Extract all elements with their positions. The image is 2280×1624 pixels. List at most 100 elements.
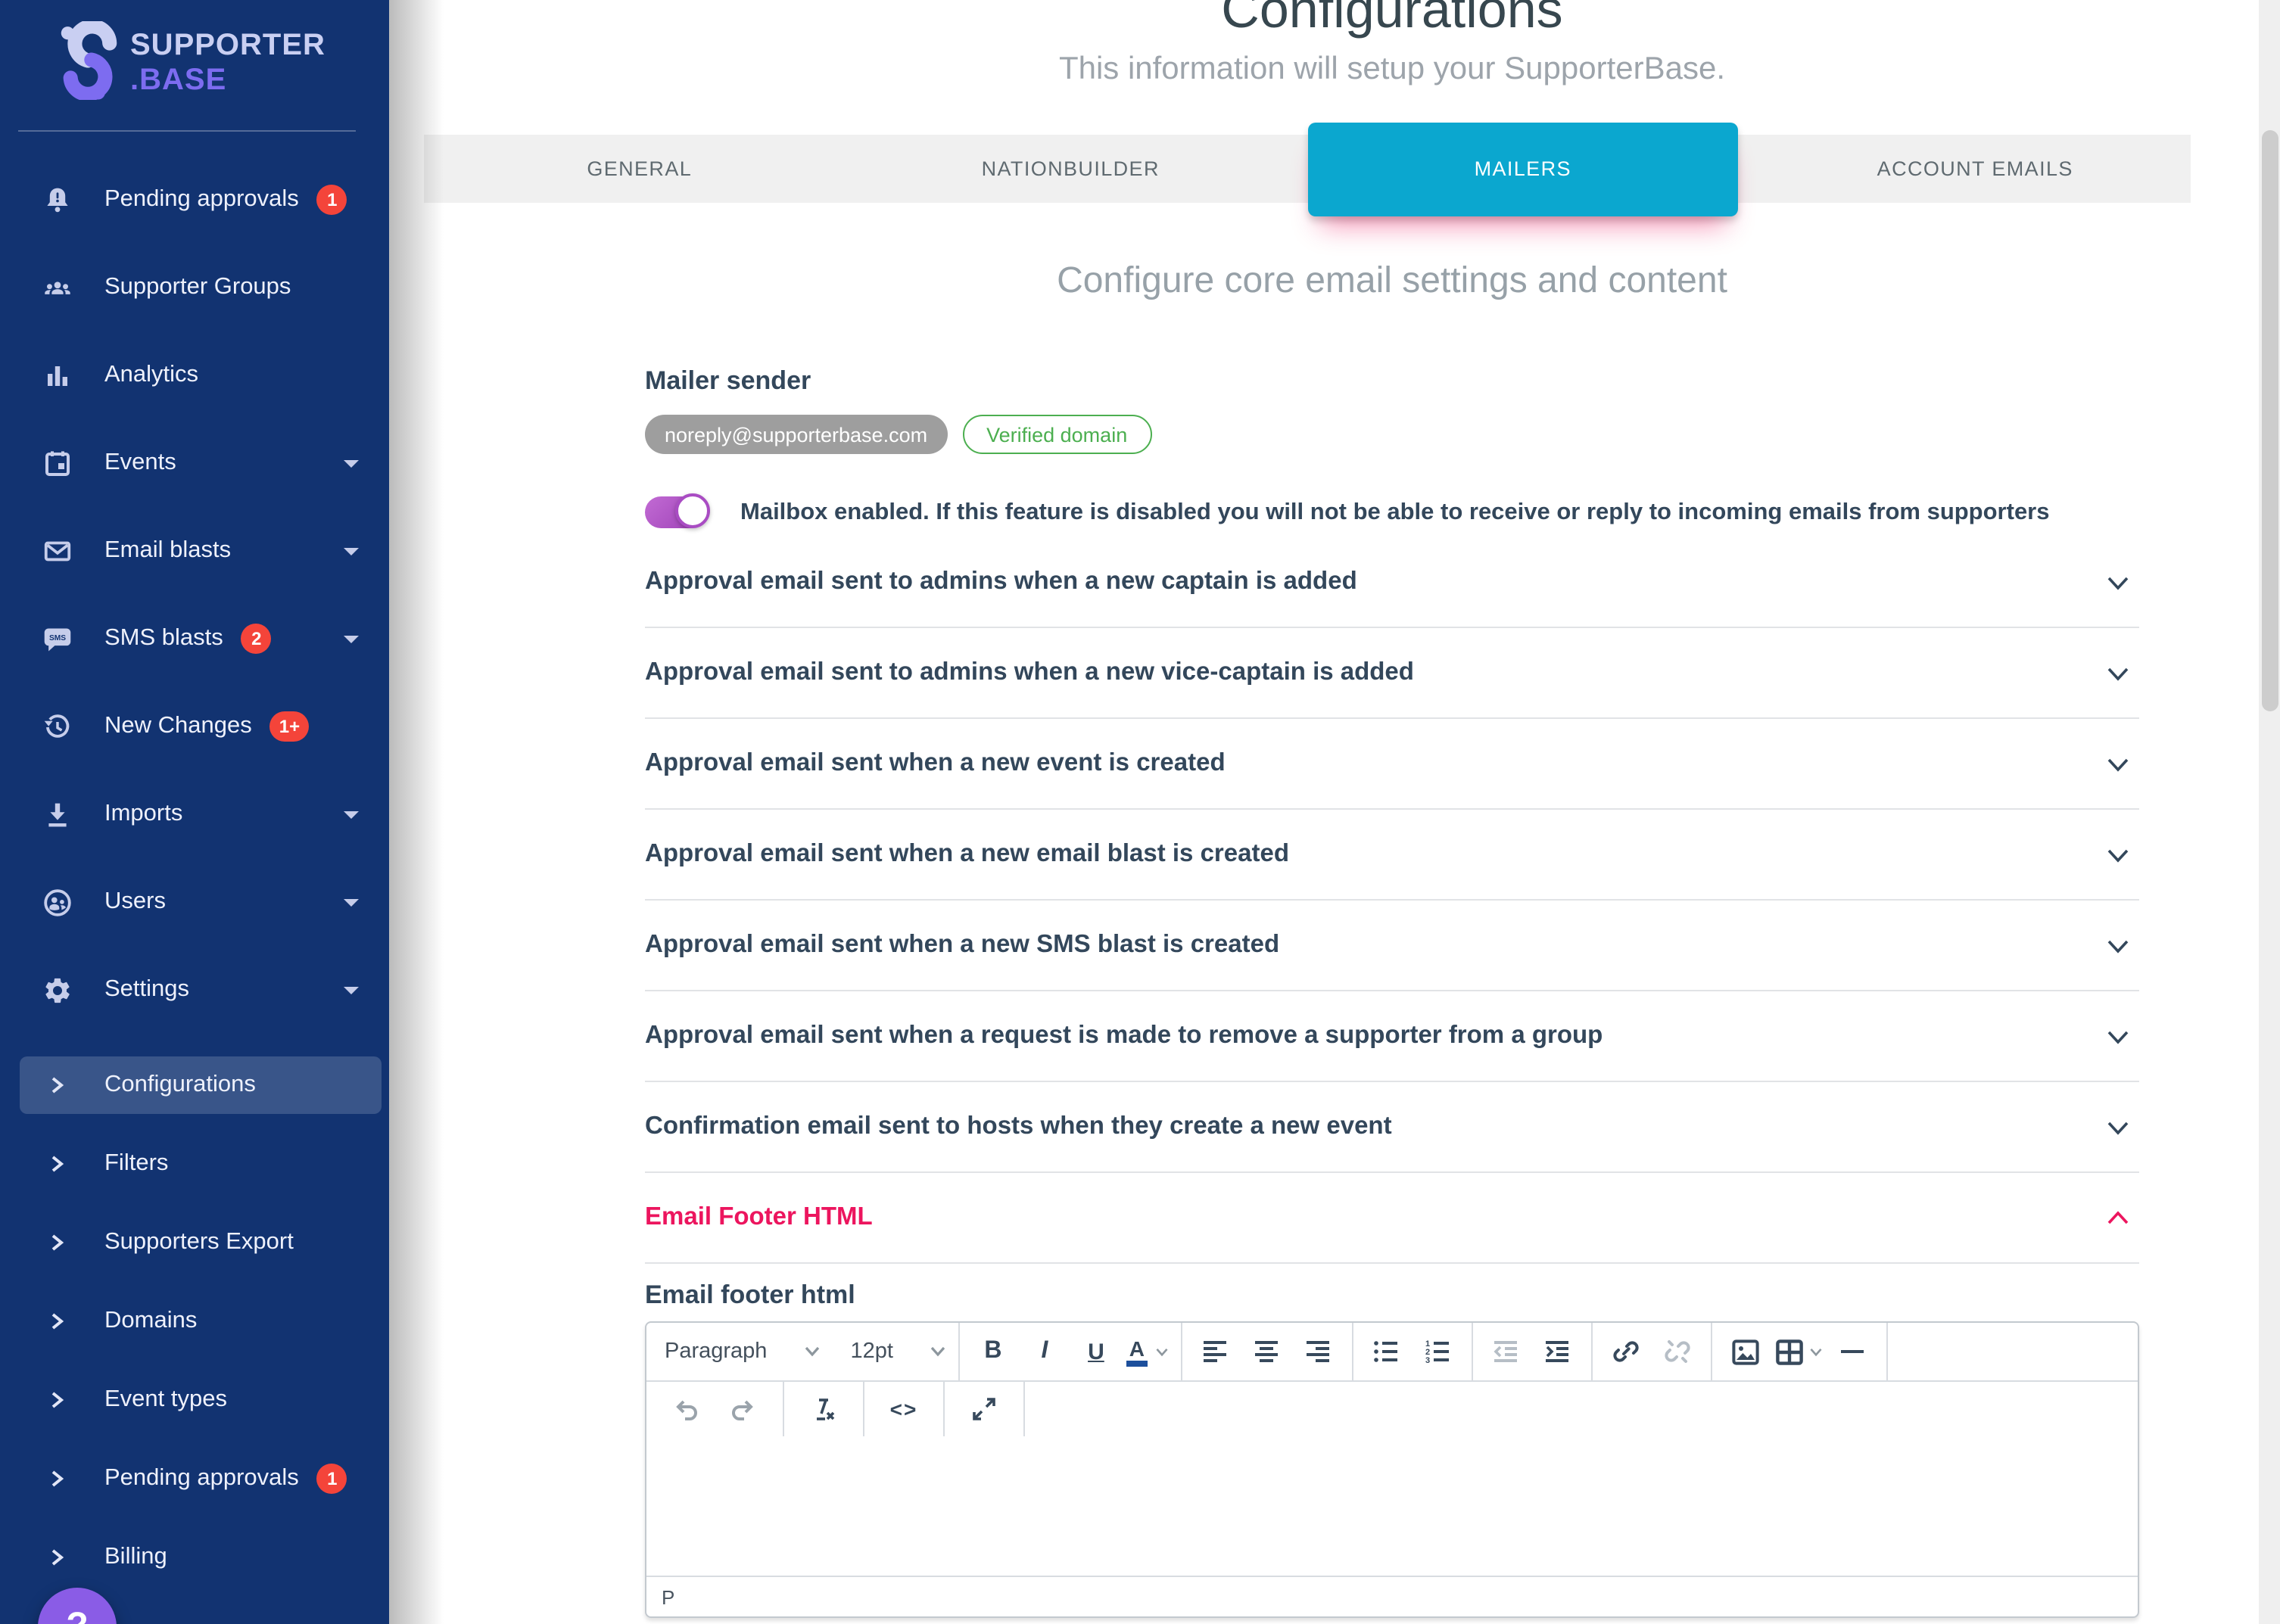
sms-bubble-icon: SMS [42, 624, 73, 654]
chevron-down-icon [2107, 848, 2129, 862]
sidebar-item-events[interactable]: Events [0, 419, 389, 507]
underline-button[interactable]: U [1088, 1339, 1104, 1364]
sidebar-subitem-label: Pending approvals [104, 1465, 299, 1491]
sidebar-subitem-label: Event types [104, 1386, 227, 1412]
tab-account-emails[interactable]: ACCOUNT EMAILS [1877, 157, 2073, 180]
sidebar-item-filters[interactable]: Filters [0, 1125, 389, 1203]
editor-toolbar-row2: <> [646, 1380, 2138, 1436]
chevron-down-icon [2107, 667, 2129, 680]
sidebar-item-analytics[interactable]: Analytics [0, 331, 389, 419]
editor-content-area[interactable] [646, 1436, 2138, 1576]
align-center-button[interactable] [1246, 1329, 1288, 1374]
fullscreen-button[interactable] [963, 1386, 1005, 1432]
sidebar-item-domains[interactable]: Domains [0, 1282, 389, 1361]
sidebar-item-label: Events [104, 450, 176, 475]
text-color-button[interactable]: A [1126, 1329, 1169, 1374]
bar-chart-icon [42, 360, 73, 390]
align-right-button[interactable] [1297, 1329, 1340, 1374]
main-content: Configurations This information will set… [389, 0, 2259, 1624]
tab-mailers[interactable]: MAILERS [1307, 122, 1739, 216]
tab-general[interactable]: GENERAL [587, 157, 693, 180]
sidebar-item-supporter-groups[interactable]: Supporter Groups [0, 244, 389, 331]
source-code-button[interactable]: <> [889, 1397, 918, 1421]
chevron-down-icon [2107, 939, 2129, 953]
chevron-down-icon [805, 1346, 819, 1357]
undo-button[interactable] [665, 1386, 707, 1432]
sidebar-item-pending-approvals-sub[interactable]: Pending approvals 1 [0, 1439, 389, 1518]
download-icon [42, 799, 73, 829]
sidebar-item-new-changes[interactable]: New Changes 1+ [0, 683, 389, 770]
sms-blasts-badge: 2 [241, 624, 272, 654]
italic-button[interactable]: I [1041, 1338, 1048, 1364]
chevron-down-icon [2107, 1030, 2129, 1044]
supporterbase-logo[interactable]: SUPPORTER .BASE [0, 0, 389, 109]
scrollbar-thumb[interactable] [2261, 130, 2278, 711]
chevron-down-icon [1156, 1348, 1168, 1356]
indent-button[interactable] [1537, 1329, 1579, 1374]
accordion-email-footer-html[interactable]: Email Footer HTML [645, 1173, 2139, 1264]
sidebar-item-imports[interactable]: Imports [0, 770, 389, 858]
accordion-new-sms-blast[interactable]: Approval email sent when a new SMS blast… [645, 901, 2139, 991]
sidebar: SUPPORTER .BASE Pending approvals 1 Supp… [0, 0, 389, 1624]
redo-button[interactable] [722, 1386, 765, 1432]
editor-toolbar-row1: Paragraph 12pt B I U A [646, 1323, 2138, 1380]
chevron-right-icon [51, 1313, 64, 1330]
insert-table-button[interactable] [1776, 1329, 1823, 1374]
pending-approvals-badge: 1 [316, 185, 347, 215]
horizontal-rule-icon [1841, 1349, 1864, 1354]
sidebar-item-label: Settings [104, 976, 190, 1002]
outdent-button[interactable] [1485, 1329, 1528, 1374]
sidebar-item-configurations[interactable]: Configurations [0, 1046, 389, 1125]
horizontal-rule-button[interactable] [1832, 1329, 1874, 1374]
accordion-new-email-blast[interactable]: Approval email sent when a new email bla… [645, 810, 2139, 901]
sidebar-divider [18, 130, 356, 132]
tab-nationbuilder[interactable]: NATIONBUILDER [981, 157, 1160, 180]
accordion-remove-supporter[interactable]: Approval email sent when a request is ma… [645, 991, 2139, 1082]
sidebar-item-sms-blasts[interactable]: SMS SMS blasts 2 [0, 595, 389, 683]
sidebar-subitem-label: Billing [104, 1544, 167, 1570]
sidebar-item-pending-approvals[interactable]: Pending approvals 1 [0, 156, 389, 244]
chevron-down-icon [344, 636, 359, 643]
accordion-new-event[interactable]: Approval email sent when a new event is … [645, 719, 2139, 810]
people-group-icon [42, 272, 73, 303]
editor-status-bar: P [646, 1576, 2138, 1616]
font-size-select[interactable]: 12pt [850, 1339, 945, 1364]
envelope-icon [42, 536, 73, 566]
chevron-right-icon [51, 1470, 64, 1487]
chevron-down-icon [2107, 1121, 2129, 1134]
align-left-button[interactable] [1195, 1329, 1237, 1374]
bold-button[interactable]: B [984, 1338, 1002, 1364]
paragraph-style-select[interactable]: Paragraph [665, 1339, 820, 1364]
accordion-host-confirmation[interactable]: Confirmation email sent to hosts when th… [645, 1082, 2139, 1173]
sidebar-item-label: New Changes [104, 713, 252, 739]
accordion-new-captain[interactable]: Approval email sent to admins when a new… [645, 537, 2139, 628]
page-scrollbar[interactable] [2259, 0, 2280, 1624]
mailbox-toggle[interactable] [645, 493, 710, 528]
chevron-down-icon [344, 548, 359, 555]
link-button[interactable] [1605, 1329, 1647, 1374]
sidebar-item-email-blasts[interactable]: Email blasts [0, 507, 389, 595]
sidebar-item-label: Supporter Groups [104, 274, 291, 300]
chevron-right-icon [51, 1234, 64, 1251]
chevron-down-icon [1810, 1348, 1822, 1356]
chevron-down-icon [344, 811, 359, 819]
chevron-right-icon [51, 1549, 64, 1566]
insert-image-button[interactable] [1724, 1329, 1767, 1374]
sender-email-chip[interactable]: noreply@supporterbase.com [645, 415, 948, 454]
history-clock-icon [42, 711, 73, 742]
sidebar-item-billing[interactable]: Billing [0, 1518, 389, 1597]
sidebar-item-request-feature[interactable]: Request feature [0, 1597, 389, 1624]
email-footer-html-label: Email footer html [645, 1280, 855, 1309]
unlink-button[interactable] [1656, 1329, 1699, 1374]
sidebar-item-event-types[interactable]: Event types [0, 1361, 389, 1439]
clear-formatting-button[interactable] [802, 1386, 845, 1432]
sidebar-subitem-label: Configurations [104, 1072, 256, 1097]
bullet-list-button[interactable] [1366, 1329, 1408, 1374]
mailer-sender-label: Mailer sender [645, 366, 811, 395]
sidebar-item-users[interactable]: Users [0, 858, 389, 946]
sidebar-item-settings[interactable]: Settings [0, 946, 389, 1034]
accordion-new-vice-captain[interactable]: Approval email sent to admins when a new… [645, 628, 2139, 719]
element-path-label: P [662, 1585, 675, 1608]
sidebar-item-supporters-export[interactable]: Supporters Export [0, 1203, 389, 1282]
